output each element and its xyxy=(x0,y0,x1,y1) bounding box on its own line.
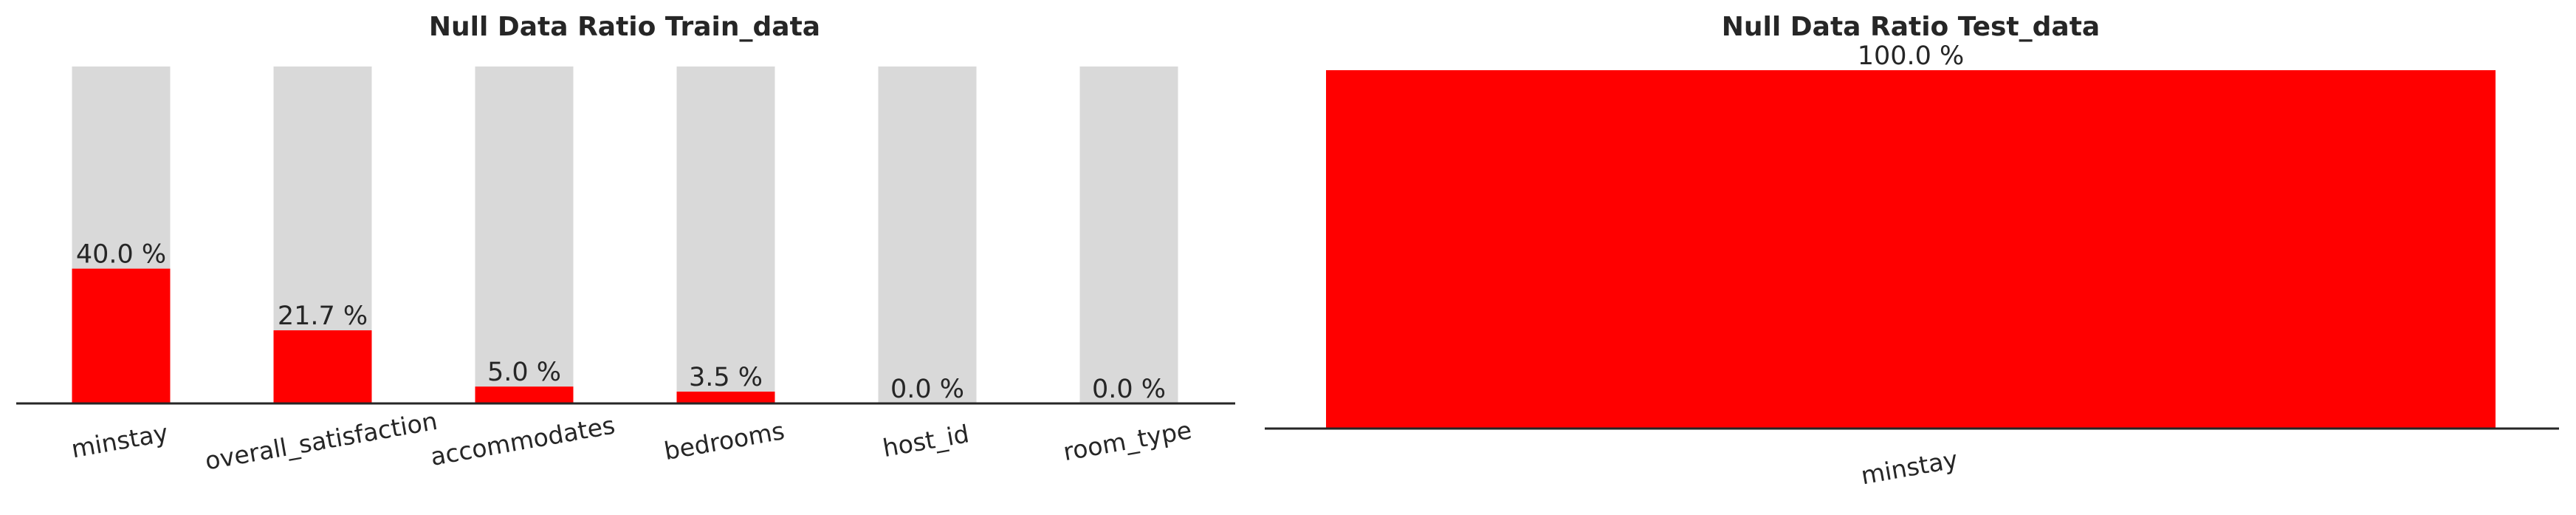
x-tick-label: host_id xyxy=(881,419,972,463)
x-tick-labels: minstay xyxy=(1859,445,1960,490)
value-label: 40.0 % xyxy=(76,240,166,270)
chart-title: Null Data Ratio Test_data xyxy=(1722,12,2100,42)
x-tick-label: room_type xyxy=(1061,415,1194,466)
train-null-ratio-chart: Null Data Ratio Train_data 40.0 % 21.7 % 5… xyxy=(16,12,1235,476)
test-null-ratio-chart: Null Data Ratio Test_data 100.0 % minsta… xyxy=(1265,12,2559,490)
x-tick-label: minstay xyxy=(69,418,171,463)
value-label: 0.0 % xyxy=(890,375,964,404)
bar-minstay xyxy=(72,268,171,403)
background-bar xyxy=(878,66,977,403)
bar-overall_satisfaction xyxy=(273,330,372,403)
x-tick-label: accommodates xyxy=(428,411,617,471)
x-tick-label: bedrooms xyxy=(662,416,786,465)
value-labels: 40.0 % 21.7 % 5.0 % 3.5 % 0.0 % 0.0 % xyxy=(76,240,1166,404)
value-label: 100.0 % xyxy=(1858,41,1965,71)
bar-bedrooms xyxy=(676,392,775,403)
x-tick-label: minstay xyxy=(1859,445,1960,490)
value-labels: 100.0 % xyxy=(1858,41,1965,71)
bar-minstay xyxy=(1326,70,2496,429)
value-label: 21.7 % xyxy=(278,301,368,331)
background-bars xyxy=(72,66,1178,403)
bar-accommodates xyxy=(475,386,574,403)
background-bar xyxy=(676,66,775,403)
chart-title: Null Data Ratio Train_data xyxy=(429,12,820,42)
value-bars xyxy=(72,268,775,403)
background-bar xyxy=(475,66,574,403)
value-label: 3.5 % xyxy=(689,363,763,392)
background-bar xyxy=(1079,66,1178,403)
value-label: 5.0 % xyxy=(487,358,561,387)
x-tick-label: overall_satisfaction xyxy=(203,406,439,476)
value-label: 0.0 % xyxy=(1092,375,1166,404)
value-bars xyxy=(1326,70,2496,429)
